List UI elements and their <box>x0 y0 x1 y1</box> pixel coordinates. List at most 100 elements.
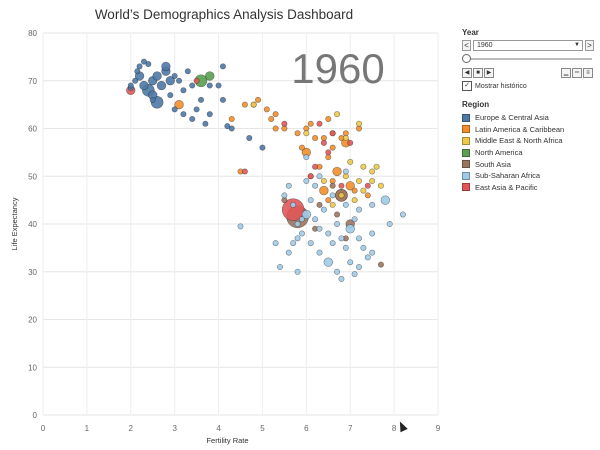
y-tick-label: 60 <box>28 125 37 134</box>
data-point <box>399 211 406 218</box>
data-point <box>206 111 213 118</box>
legend-item[interactable]: Latin America & Caribbean <box>462 124 594 136</box>
data-point <box>281 198 305 221</box>
data-point <box>332 166 342 177</box>
data-point <box>136 63 143 70</box>
data-point <box>312 163 319 170</box>
legend-item[interactable]: Middle East & North Africa <box>462 135 594 147</box>
history-checkbox[interactable]: ✓ <box>462 81 472 91</box>
data-point <box>180 111 187 118</box>
legend-item[interactable]: East Asia & Pacific <box>462 182 594 194</box>
y-tick-label: 80 <box>28 29 37 38</box>
data-point <box>263 106 270 113</box>
history-toggle[interactable]: ✓ Mostrar histórico <box>462 81 594 91</box>
data-point <box>189 82 196 89</box>
legend-swatch <box>462 183 470 192</box>
data-point <box>355 120 362 127</box>
data-point <box>285 182 292 189</box>
region-legend: Region Europe & Central Asia Latin Americ… <box>462 100 594 193</box>
data-point <box>189 115 196 122</box>
data-point <box>307 197 314 204</box>
data-point <box>334 211 341 218</box>
data-point <box>268 115 275 122</box>
data-point <box>369 178 376 185</box>
data-point <box>334 221 341 228</box>
prev-year-button[interactable]: < <box>462 40 471 51</box>
data-point <box>281 120 288 127</box>
legend-swatch <box>462 125 470 134</box>
data-point <box>140 58 147 65</box>
data-point <box>171 106 178 113</box>
data-point <box>134 68 141 75</box>
data-point <box>316 249 323 256</box>
data-point <box>355 235 362 242</box>
legend-header: Region <box>462 100 490 109</box>
data-point <box>377 261 384 268</box>
data-point <box>303 130 310 137</box>
next-year-button[interactable]: > <box>585 40 594 51</box>
data-point <box>323 257 333 267</box>
legend-label: East Asia & Pacific <box>475 182 538 192</box>
y-tick-label: 30 <box>28 268 37 277</box>
x-tick-label: 9 <box>436 424 441 433</box>
x-tick-label: 3 <box>172 424 177 433</box>
data-point <box>241 101 248 108</box>
year-dropdown[interactable]: 1960 ▼ <box>473 40 583 51</box>
data-point <box>272 111 279 118</box>
data-point <box>360 187 367 194</box>
data-point <box>345 224 355 234</box>
data-point <box>149 96 156 103</box>
data-point <box>298 144 305 151</box>
data-point <box>215 82 222 89</box>
data-point <box>272 240 279 247</box>
legend-item[interactable]: South Asia <box>462 158 594 170</box>
data-point <box>161 61 171 72</box>
step-forward-icon[interactable]: ▶ <box>484 67 494 78</box>
data-point <box>355 178 362 185</box>
x-tick-label: 4 <box>216 424 221 433</box>
data-point <box>294 130 301 137</box>
data-point <box>334 268 341 275</box>
legend-label: Latin America & Caribbean <box>475 124 565 134</box>
speed-fast-icon[interactable]: ≡ <box>583 67 593 78</box>
x-tick-label: 6 <box>304 424 309 433</box>
slider-thumb[interactable] <box>462 54 471 63</box>
data-point <box>316 173 323 180</box>
data-point <box>360 244 367 251</box>
control-panel: Year < 1960 ▼ > ◀ ■ ▶ ▁ ═ ≡ ✓ Mostrar hi… <box>462 28 594 193</box>
data-point <box>276 263 283 270</box>
x-tick-label: 7 <box>348 424 353 433</box>
data-point <box>180 87 187 94</box>
data-point <box>342 135 349 142</box>
legend-item[interactable]: Europe & Central Asia <box>462 112 594 124</box>
step-back-icon[interactable]: ◀ <box>462 67 472 78</box>
speed-medium-icon[interactable]: ═ <box>572 67 582 78</box>
data-point <box>132 77 139 84</box>
data-point <box>167 92 174 99</box>
data-point <box>307 120 314 127</box>
data-point <box>259 144 266 151</box>
data-point <box>250 101 257 108</box>
stop-icon[interactable]: ■ <box>473 67 483 78</box>
speed-controls: ▁ ═ ≡ <box>561 67 594 78</box>
data-point <box>281 192 288 199</box>
data-point <box>329 240 336 247</box>
data-point <box>319 185 329 196</box>
data-point <box>171 72 178 79</box>
data-point <box>355 263 362 270</box>
legend-label: North America <box>475 148 523 158</box>
x-tick-label: 5 <box>260 424 265 433</box>
data-point <box>369 230 376 237</box>
data-point <box>329 192 336 199</box>
data-point <box>294 221 301 228</box>
data-point <box>219 63 226 70</box>
legend-item[interactable]: Sub-Saharan Africa <box>462 170 594 182</box>
data-point <box>338 192 345 199</box>
x-tick-label: 0 <box>41 424 46 433</box>
legend-label: Europe & Central Asia <box>475 113 549 123</box>
data-point <box>360 163 367 170</box>
legend-item[interactable]: North America <box>462 147 594 159</box>
speed-slow-icon[interactable]: ▁ <box>561 67 571 78</box>
year-slider[interactable] <box>462 54 594 64</box>
data-point <box>369 168 376 175</box>
